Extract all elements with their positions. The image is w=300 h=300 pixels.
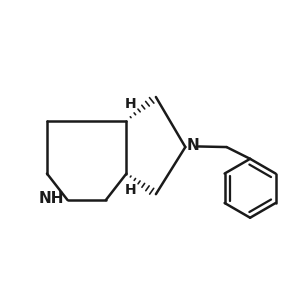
Text: NH: NH: [39, 191, 64, 206]
Text: N: N: [186, 138, 199, 153]
Text: H: H: [125, 98, 137, 111]
Text: H: H: [125, 183, 137, 197]
